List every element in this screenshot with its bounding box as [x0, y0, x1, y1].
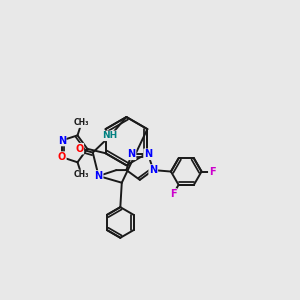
Text: F: F [170, 189, 177, 199]
Text: N: N [128, 149, 136, 159]
Text: N: N [94, 171, 103, 181]
Text: NH: NH [103, 131, 118, 140]
Text: N: N [58, 136, 66, 146]
Text: O: O [75, 144, 83, 154]
Text: CH₃: CH₃ [74, 170, 89, 179]
Text: N: N [149, 165, 157, 175]
Text: O: O [58, 152, 66, 162]
Text: CH₃: CH₃ [74, 118, 89, 127]
Text: F: F [209, 167, 215, 177]
Text: N: N [144, 149, 152, 159]
